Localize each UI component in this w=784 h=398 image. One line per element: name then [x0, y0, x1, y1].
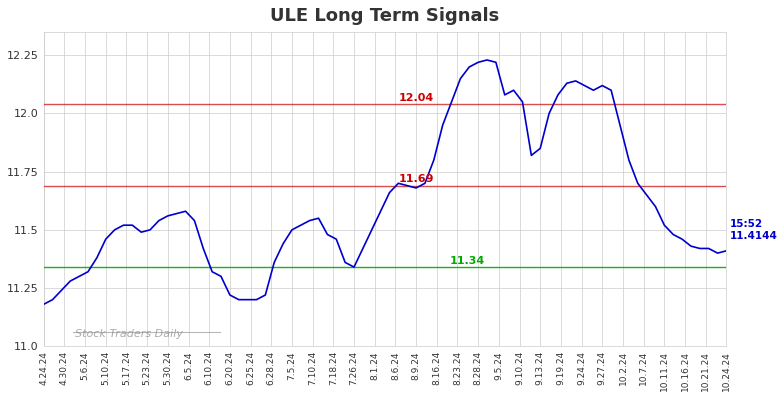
Text: 15:52
11.4144: 15:52 11.4144	[730, 219, 778, 241]
Text: 12.04: 12.04	[398, 93, 434, 103]
Title: ULE Long Term Signals: ULE Long Term Signals	[270, 7, 499, 25]
Text: 11.69: 11.69	[398, 174, 434, 184]
Text: Stock Traders Daily: Stock Traders Daily	[74, 329, 183, 339]
Text: 11.34: 11.34	[450, 256, 485, 265]
